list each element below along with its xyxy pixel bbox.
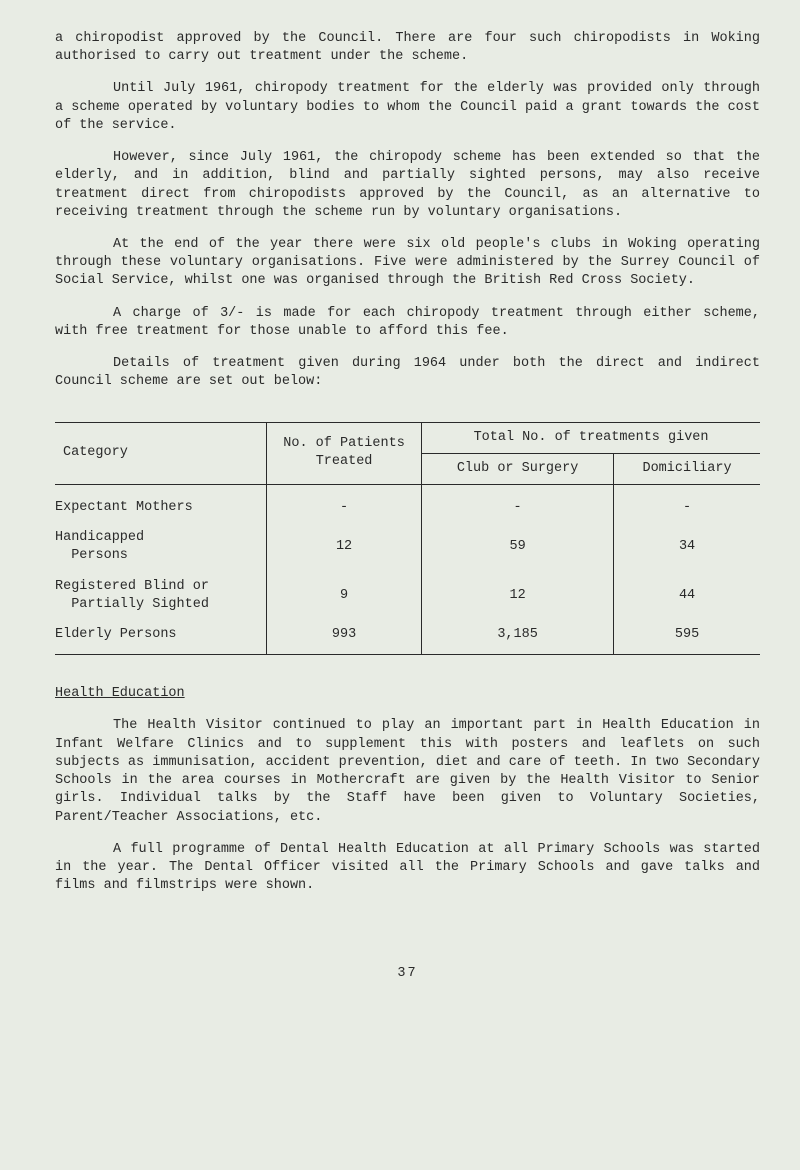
cell-domiciliary: - [614, 484, 760, 523]
table-header-category: Category [55, 422, 267, 484]
section-title-health-education: Health Education [55, 685, 760, 703]
cell-patients: 9 [267, 572, 422, 620]
cell-cat-line2: Partially Sighted [55, 596, 258, 614]
cell-category: Expectant Mothers [55, 484, 267, 523]
cell-club: 59 [422, 523, 614, 571]
paragraph-4: At the end of the year there were six ol… [55, 236, 760, 291]
cell-cat-line1: Registered Blind or [55, 578, 258, 596]
paragraph-5: A charge of 3/- is made for each chiropo… [55, 305, 760, 341]
cell-patients: 12 [267, 523, 422, 571]
paragraph-8: A full programme of Dental Health Educat… [55, 841, 760, 896]
paragraph-3: However, since July 1961, the chiropody … [55, 149, 760, 222]
cell-cat-line2: Persons [55, 547, 258, 565]
cell-domiciliary: 44 [614, 572, 760, 620]
table-header-club: Club or Surgery [422, 453, 614, 484]
table-row: Expectant Mothers - - - [55, 484, 760, 523]
cell-club: 3,185 [422, 620, 614, 655]
table-row: Elderly Persons 993 3,185 595 [55, 620, 760, 655]
table-row: Registered Blind or Partially Sighted 9 … [55, 572, 760, 620]
table-header-patients: No. of Patients Treated [267, 422, 422, 484]
cell-domiciliary: 34 [614, 523, 760, 571]
cell-club: 12 [422, 572, 614, 620]
cell-category: Elderly Persons [55, 620, 267, 655]
header-patients-line1: No. of Patients [275, 435, 413, 453]
treatments-table: Category No. of Patients Treated Total N… [55, 422, 760, 656]
cell-category: Registered Blind or Partially Sighted [55, 572, 267, 620]
cell-category: Handicapped Persons [55, 523, 267, 571]
paragraph-2: Until July 1961, chiropody treatment for… [55, 80, 760, 135]
cell-patients: - [267, 484, 422, 523]
table-row: Handicapped Persons 12 59 34 [55, 523, 760, 571]
cell-patients: 993 [267, 620, 422, 655]
header-patients-line2: Treated [275, 453, 413, 471]
paragraph-6: Details of treatment given during 1964 u… [55, 355, 760, 391]
cell-cat-line1: Handicapped [55, 529, 258, 547]
page-number: 37 [55, 965, 760, 983]
table-header-domiciliary: Domiciliary [614, 453, 760, 484]
paragraph-1: a chiropodist approved by the Council. T… [55, 30, 760, 66]
cell-club: - [422, 484, 614, 523]
cell-domiciliary: 595 [614, 620, 760, 655]
table-header-total: Total No. of treatments given [422, 422, 760, 453]
paragraph-7: The Health Visitor continued to play an … [55, 717, 760, 826]
